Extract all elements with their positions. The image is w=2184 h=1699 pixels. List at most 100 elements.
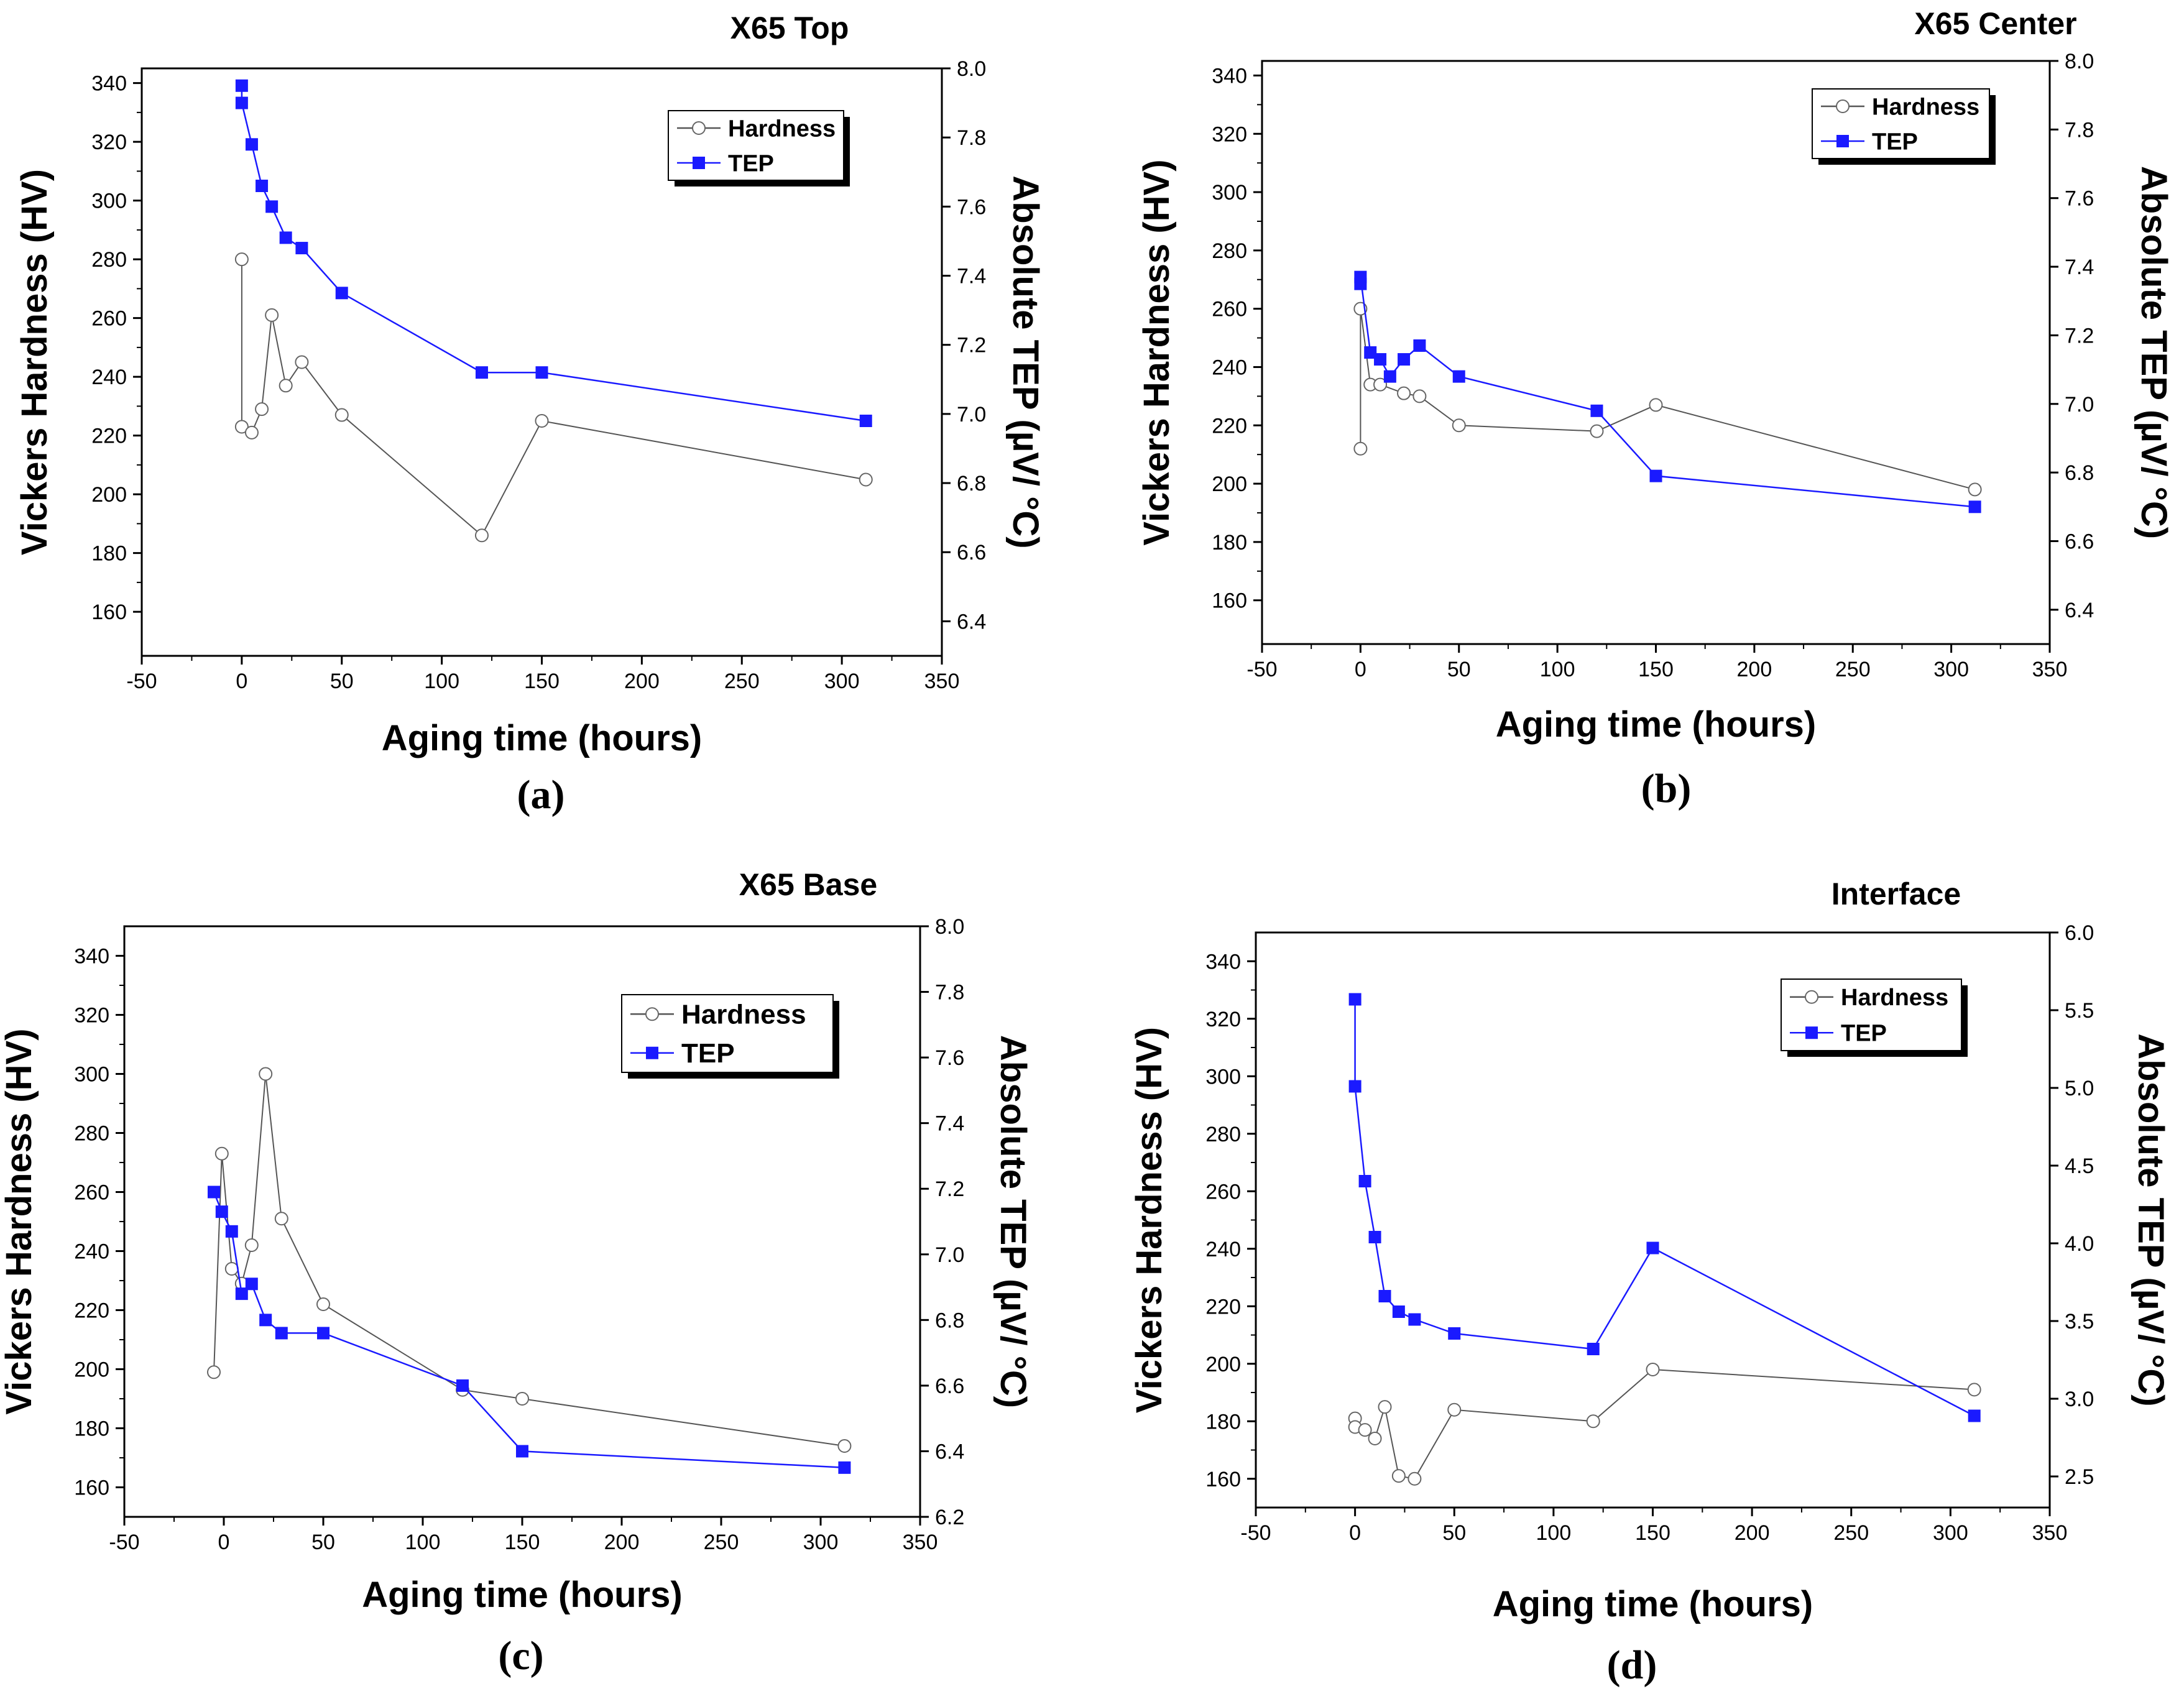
hardness-data-point xyxy=(255,402,269,417)
tep-data-point xyxy=(1348,993,1362,1006)
tep-data-point xyxy=(1413,339,1426,352)
legend: Hardness TEP xyxy=(621,994,839,1079)
x-tick-label: 300 xyxy=(1933,658,1969,681)
legend-hardness-marker xyxy=(692,121,706,135)
hardness-data-point xyxy=(1412,389,1427,403)
x-axis-label: Aging time (hours) xyxy=(1493,1584,1813,1624)
x-tick-label: 0 xyxy=(218,1531,230,1554)
y2-tick-label: 4.0 xyxy=(2065,1232,2094,1256)
hardness-data-point xyxy=(1967,1383,1981,1397)
x-tick-label: 50 xyxy=(1447,658,1471,681)
hardness-data-point xyxy=(1646,1363,1660,1376)
y-tick-label: 300 xyxy=(91,190,127,213)
tep-data-point xyxy=(215,1205,228,1218)
legend-label: TEP xyxy=(728,150,774,177)
hardness-data-point xyxy=(334,408,349,422)
y2-tick-label: 7.4 xyxy=(957,265,986,288)
tep-data-point xyxy=(1649,469,1662,482)
y2-tick-label: 7.0 xyxy=(935,1243,964,1267)
panel-title: X65 Base xyxy=(739,867,877,902)
hardness-data-point xyxy=(234,252,249,267)
y-tick-label: 300 xyxy=(74,1063,109,1087)
tep-data-point xyxy=(1398,353,1411,366)
hardness-data-point xyxy=(1353,441,1368,456)
y-tick-label: 300 xyxy=(1212,181,1247,205)
legend-label: TEP xyxy=(681,1038,735,1069)
tep-data-point xyxy=(1378,1290,1391,1302)
hardness-data-point xyxy=(535,414,549,428)
hardness-data-point xyxy=(214,1146,229,1161)
y2-tick-label: 6.8 xyxy=(957,472,986,495)
x-tick-label: 150 xyxy=(524,670,560,693)
y-tick-label: 180 xyxy=(1212,531,1247,555)
y-tick-label: 260 xyxy=(1205,1180,1241,1204)
y-tick-label: 320 xyxy=(1205,1008,1241,1031)
hardness-data-point xyxy=(1452,418,1466,433)
tep-data-point xyxy=(275,1327,288,1340)
y2-tick-label: 6.8 xyxy=(2065,461,2094,485)
y-tick-label: 320 xyxy=(1212,122,1247,146)
y2-tick-label: 3.0 xyxy=(2065,1388,2094,1411)
y2-axis-label: Absolute TEP (µV/ °C) xyxy=(1005,175,1046,548)
y-tick-label: 160 xyxy=(74,1476,109,1500)
tep-data-point xyxy=(859,415,872,427)
y2-tick-label: 6.8 xyxy=(935,1309,964,1332)
y2-tick-label: 6.4 xyxy=(2065,599,2094,622)
y2-tick-label: 8.0 xyxy=(935,915,964,939)
tep-data-point xyxy=(235,79,248,92)
x-tick-label: 350 xyxy=(903,1531,938,1554)
hardness-data-point xyxy=(1590,424,1604,438)
tep-data-point xyxy=(245,1278,258,1291)
hardness-data-point xyxy=(1447,1402,1462,1417)
y-tick-label: 260 xyxy=(91,307,127,331)
tep-data-point xyxy=(1587,1343,1600,1355)
y2-tick-label: 7.4 xyxy=(935,1112,964,1136)
y-tick-label: 180 xyxy=(1205,1410,1241,1434)
y-tick-label: 240 xyxy=(1212,356,1247,379)
y-tick-label: 160 xyxy=(91,601,127,624)
tep-data-point xyxy=(1368,1231,1381,1243)
y2-tick-label: 2.5 xyxy=(2065,1465,2094,1489)
tep-data-point xyxy=(1358,1175,1371,1187)
hardness-data-point xyxy=(1397,386,1411,400)
chart-panel-3: -50 0 50 100 150 200 250 300 350 160 180 200 220 240 2… xyxy=(0,867,1033,1678)
x-tick-label: 100 xyxy=(1540,658,1575,681)
tep-data-point xyxy=(225,1225,238,1238)
x-tick-label: 50 xyxy=(311,1531,335,1554)
x-tick-label: 100 xyxy=(424,670,459,693)
tep-data-point xyxy=(335,287,348,300)
y2-tick-label: 7.8 xyxy=(935,981,964,1005)
panel-caption: (c) xyxy=(498,1633,543,1678)
x-tick-label: -50 xyxy=(1240,1521,1271,1545)
y-axis-label: Vickers Hardness (HV) xyxy=(1136,159,1177,545)
y2-tick-label: 5.0 xyxy=(2065,1077,2094,1100)
y2-tick-label: 8.0 xyxy=(957,57,986,81)
hardness-data-point xyxy=(207,1365,221,1379)
y2-tick-label: 6.2 xyxy=(935,1506,964,1529)
hardness-data-point xyxy=(1373,377,1388,392)
panel-title: Interface xyxy=(1832,877,1961,911)
y-tick-label: 220 xyxy=(1212,414,1247,438)
legend-tep-marker xyxy=(1805,1026,1818,1039)
tep-data-point xyxy=(1392,1305,1405,1318)
tep-data-point xyxy=(456,1379,469,1392)
tep-data-point xyxy=(1448,1327,1461,1340)
hardness-data-point xyxy=(295,355,309,369)
y2-tick-label: 7.2 xyxy=(2065,324,2094,348)
y2-tick-label: 6.4 xyxy=(935,1440,964,1463)
y2-tick-label: 6.6 xyxy=(957,541,986,564)
x-axis-label: Aging time (hours) xyxy=(362,1575,683,1615)
y-tick-label: 160 xyxy=(1212,589,1247,613)
y-tick-label: 280 xyxy=(74,1122,109,1146)
y2-axis-label: Absolute TEP (µV/ °C) xyxy=(2131,1033,2171,1406)
x-tick-label: 150 xyxy=(505,1531,540,1554)
hardness-data-point xyxy=(1358,1423,1372,1437)
hardness-data-point xyxy=(515,1392,529,1406)
hardness-data-point xyxy=(1378,1400,1392,1414)
x-tick-label: 300 xyxy=(803,1531,839,1554)
y2-axis-label: Absolute TEP (µV/ °C) xyxy=(993,1035,1033,1408)
y-tick-label: 340 xyxy=(1212,64,1247,88)
tep-data-point xyxy=(235,1287,248,1301)
y-tick-label: 340 xyxy=(1205,950,1241,974)
